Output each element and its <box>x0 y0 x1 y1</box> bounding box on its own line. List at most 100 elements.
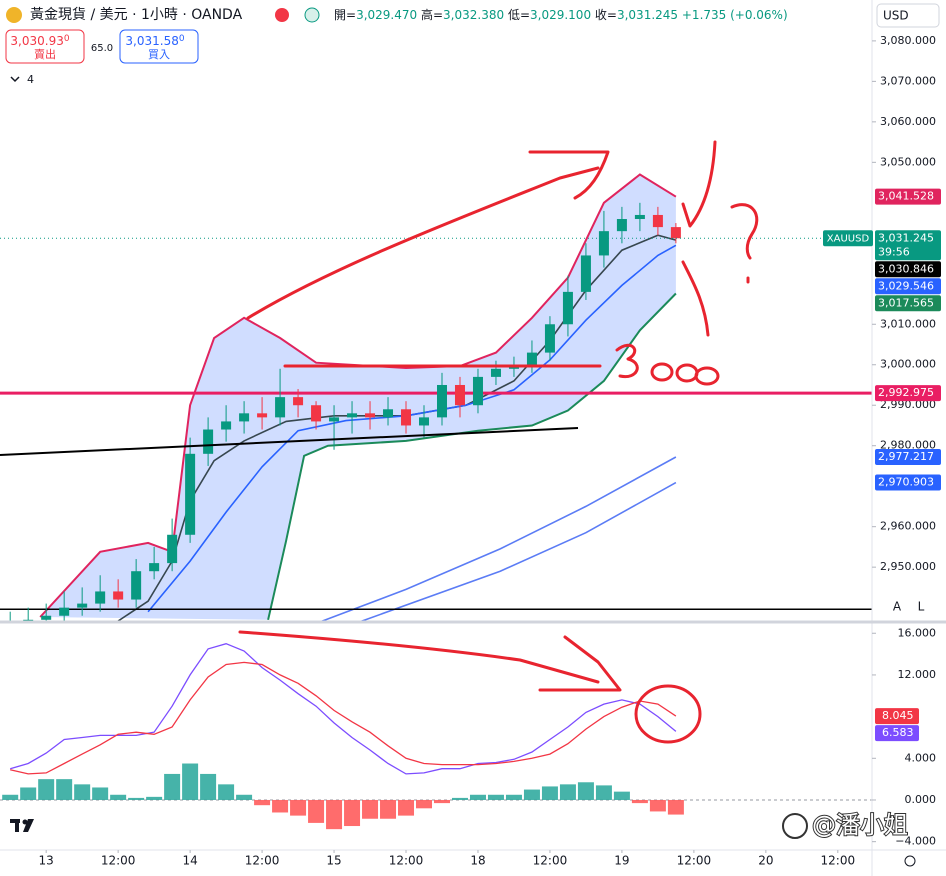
price-label-box <box>875 188 941 205</box>
settings-icon[interactable] <box>904 855 916 867</box>
sell-label: 賣出 <box>34 47 56 61</box>
candle-body <box>670 227 681 239</box>
histogram-bar <box>272 799 289 813</box>
histogram-bar <box>218 784 235 800</box>
hand-arrow <box>246 166 600 320</box>
hand-scrawl <box>675 363 699 383</box>
buy-price: 3,031.580 <box>125 34 184 48</box>
candle-body <box>59 607 70 616</box>
scale-button[interactable]: L <box>918 600 925 614</box>
y-tick-label: −4.000 <box>895 835 936 848</box>
candle-body <box>239 413 250 422</box>
symbol-tag-box <box>823 230 873 247</box>
candle-body <box>436 384 447 418</box>
sell-price: 3,030.930 <box>10 34 69 48</box>
candle-body <box>131 571 142 600</box>
ohlc-value: 3,032.380 <box>443 8 504 22</box>
x-tick-label: 12:00 <box>101 854 136 868</box>
status-icon <box>304 7 320 23</box>
candle-body <box>490 368 501 377</box>
buy-button[interactable] <box>119 29 199 64</box>
x-tick-label: 12:00 <box>389 854 424 868</box>
price-label: 2,977.217 <box>878 450 934 463</box>
macd-line <box>10 661 677 775</box>
candle-body <box>203 429 214 454</box>
currency-select[interactable] <box>876 3 940 28</box>
symbol-tag: XAUUSD <box>827 233 870 244</box>
y-tick-label: 0.000 <box>905 793 937 806</box>
sell-button[interactable] <box>5 29 85 64</box>
y-tick-label: 16.000 <box>898 626 937 639</box>
candle-body <box>275 397 286 418</box>
candle-body <box>149 563 160 572</box>
histogram-bar <box>667 799 684 815</box>
header: 黃金現貨 / 美元 · 1小時 · OANDA 開=3,029.470 高=3,… <box>5 3 940 867</box>
price-label: 2,992.975 <box>878 386 934 399</box>
price-label: 3,031.245 <box>878 231 934 244</box>
flag-icon[interactable] <box>275 8 289 22</box>
histogram-bar <box>416 799 433 809</box>
histogram-bar <box>577 782 594 800</box>
countdown: 39:56 <box>878 245 910 258</box>
ohlc-label: 低= <box>508 7 530 22</box>
histogram-bar <box>362 799 379 819</box>
scale-button[interactable]: A <box>893 600 902 614</box>
y-tick-label: 3,070.000 <box>880 74 936 87</box>
spread: 65.0 <box>91 43 113 54</box>
price-label-box <box>875 261 941 278</box>
histogram-bar <box>595 785 612 800</box>
candle-body <box>329 417 340 422</box>
candle-body <box>257 413 268 418</box>
histogram-bar <box>649 799 666 812</box>
ohlc-value: 3,029.100 <box>530 8 591 22</box>
price-label: 3,041.528 <box>878 190 934 203</box>
y-tick-label: 3,050.000 <box>880 155 936 168</box>
histogram-bar <box>92 787 109 800</box>
collapse-icon[interactable] <box>10 76 20 83</box>
x-tick-label: 14 <box>182 854 197 868</box>
x-tick-label: 12:00 <box>677 854 712 868</box>
value-label: 8.045 <box>882 709 914 722</box>
candle-body <box>293 397 304 406</box>
logo-part <box>15 819 19 832</box>
candle-body <box>41 615 52 620</box>
ohlc-value: 3,031.245 <box>617 8 678 22</box>
histogram-bar <box>613 791 630 800</box>
tv-logo <box>10 819 34 832</box>
band-upper <box>39 173 677 618</box>
hand-stroke <box>681 140 717 228</box>
histogram-bar <box>74 784 91 800</box>
histogram-bar <box>56 779 73 800</box>
price-label-box <box>875 278 941 295</box>
y-tick-label: 4.000 <box>905 751 937 764</box>
histogram-bar <box>164 773 181 800</box>
macd-pane <box>0 643 872 830</box>
candle-body <box>401 409 412 426</box>
symbol-title: 黃金現貨 / 美元 · 1小時 · OANDA <box>30 6 243 23</box>
x-tick-label: 18 <box>470 854 485 868</box>
buy-price-sup: 0 <box>179 34 185 44</box>
change: +1.735 (+0.06%) <box>682 8 788 22</box>
candle-body <box>616 219 627 232</box>
indicator-line <box>147 244 677 613</box>
value-label-box <box>875 708 919 725</box>
band-lower <box>267 292 677 621</box>
candle-body <box>365 413 376 418</box>
histogram-bar <box>505 794 522 800</box>
hand-circle <box>634 684 702 744</box>
candle-body <box>652 214 663 228</box>
histogram-bar <box>20 787 37 800</box>
band-fill <box>40 174 676 620</box>
x-tick-label: 13 <box>39 854 54 868</box>
price-pane <box>0 173 872 621</box>
ohlc-value: 3,029.470 <box>356 8 417 22</box>
sell-price-main: 3,030.93 <box>10 34 63 48</box>
histogram-bar <box>38 779 55 800</box>
watermark-icon <box>782 813 808 839</box>
price-label-box <box>875 385 941 402</box>
y-tick-label: 2,990.000 <box>880 398 936 411</box>
y-tick-label: 3,080.000 <box>880 34 936 47</box>
currency: USD <box>883 9 909 23</box>
price-label-box <box>875 474 941 491</box>
